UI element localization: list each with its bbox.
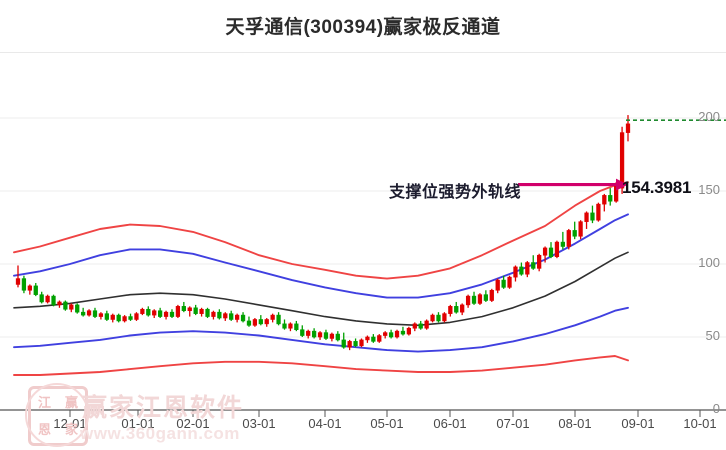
y-axis-tick-label: 200 xyxy=(698,109,720,124)
annotation-arrow xyxy=(518,178,628,191)
x-axis-tick-label: 04-01 xyxy=(308,416,342,431)
chart-canvas[interactable] xyxy=(0,52,726,450)
watermark-url: www.360gann.com xyxy=(80,424,240,443)
annotation-price-value: 154.3981 xyxy=(622,178,692,197)
x-axis-tick-label: 06-01 xyxy=(433,416,467,431)
y-axis-tick-label: 150 xyxy=(698,182,720,197)
x-axis-tick-label: 05-01 xyxy=(370,416,404,431)
chart-svg xyxy=(0,115,726,417)
header-divider xyxy=(0,52,726,53)
plot-region[interactable] xyxy=(0,52,726,450)
x-axis-tick-label: 08-01 xyxy=(558,416,592,431)
x-axis-tick-label: 03-01 xyxy=(242,416,276,431)
x-axis-tick-label: 07-01 xyxy=(496,416,530,431)
watermark-seal-char-3: 恩 xyxy=(37,421,51,437)
watermark-seal-char-2: 赢 xyxy=(64,394,78,410)
x-axis-tick-label: 09-01 xyxy=(621,416,655,431)
watermark-seal: 江 赢 恩 家 xyxy=(25,383,89,447)
x-axis-tick-label: 10-01 xyxy=(683,416,717,431)
x-axis-tick-label: 01-01 xyxy=(121,416,155,431)
y-axis-tick-label: 100 xyxy=(698,255,720,270)
watermark-seal-char-1: 江 xyxy=(37,394,51,410)
y-axis-tick-label: 50 xyxy=(705,328,720,343)
candlestick-series xyxy=(15,115,631,351)
y-axis-tick-label: 0 xyxy=(712,401,720,416)
annotation-label: 支撑位强势外轨线 xyxy=(389,184,522,201)
page-title: 天孚通信(300394)赢家极反通道 xyxy=(225,17,501,38)
watermark-brand: 赢家江恩软件 xyxy=(82,394,245,422)
x-axis-tick-label: 02-01 xyxy=(176,416,210,431)
channel-bands xyxy=(13,181,629,376)
